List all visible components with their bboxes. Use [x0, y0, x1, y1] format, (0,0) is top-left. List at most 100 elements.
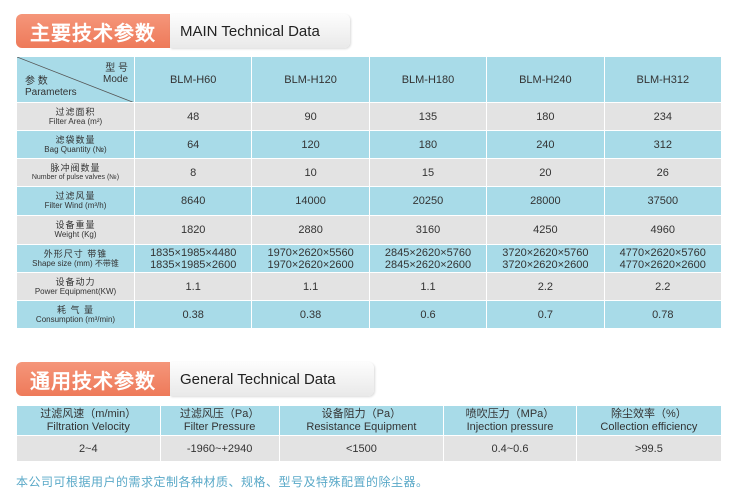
table-row-consumption: 耗 气 量 Consumption (m³/min) 0.38 0.38 0.6… [16, 300, 723, 329]
table-cell: 10 [251, 158, 370, 187]
row-label-en: Filter Wind (m³/h) [44, 201, 107, 210]
table-cell: 0.78 [603, 300, 723, 329]
general-value-cell: >99.5 [575, 435, 723, 462]
general-value-cell: <1500 [278, 435, 445, 462]
table-row-filter-area: 过滤面积 Filter Area (m²) 48 90 135 180 234 [16, 102, 723, 131]
table-cell: 312 [603, 130, 723, 159]
table-cell: 20 [486, 158, 605, 187]
table-row-filter-wind: 过滤风量 Filter Wind (m³/h) 8640 14000 20250… [16, 186, 723, 216]
general-header-row: 过滤风速（m/min） Filtration Velocity 过滤风压（Pa）… [16, 405, 723, 436]
table-cell: 8640 [133, 186, 253, 216]
table-cell: 0.38 [251, 300, 370, 329]
main-section-title-cn: 主要技术参数 [16, 14, 170, 48]
table-row-power: 设备动力 Power Equipment(KW) 1.1 1.1 1.1 2.2… [16, 272, 723, 301]
table-cell: 0.38 [133, 300, 253, 329]
table-cell: 48 [133, 102, 253, 131]
general-header-cell: 过滤风速（m/min） Filtration Velocity [16, 405, 161, 436]
table-cell: 180 [368, 130, 488, 159]
table-row-bag-quantity: 滤袋数量 Bag Quantity (№) 64 120 180 240 312 [16, 130, 723, 159]
table-cell: 3160 [368, 215, 488, 245]
row-label: 设备重量 Weight (Kg) [16, 215, 135, 245]
general-technical-table: 过滤风速（m/min） Filtration Velocity 过滤风压（Pa）… [16, 405, 723, 462]
header-cn: 除尘效率（%） [611, 407, 687, 420]
table-cell: 1835×1985×4480 1835×1985×2600 [133, 244, 253, 273]
table-cell: 90 [251, 102, 370, 131]
table-cell: 4250 [486, 215, 605, 245]
general-value-cell: 2~4 [16, 435, 161, 462]
general-header-cell: 除尘效率（%） Collection efficiency [575, 405, 723, 436]
shape-without-cone: 1835×1985×2600 [150, 258, 237, 271]
table-cell: 37500 [603, 186, 723, 216]
row-label-cn: 过滤风量 [55, 191, 96, 201]
table-cell: 1.1 [368, 272, 488, 301]
model-header-row: 型 号 Mode 参 数 Parameters BLM-H60 BLM-H120… [16, 56, 723, 103]
header-en: Collection efficiency [600, 420, 698, 433]
header-en: Injection pressure [466, 420, 554, 433]
row-label-cn: 设备动力 [55, 276, 96, 287]
header-en: Resistance Equipment [306, 420, 417, 433]
row-label: 过滤面积 Filter Area (m²) [16, 102, 135, 131]
model-cell: BLM-H180 [368, 56, 488, 103]
main-technical-table: 型 号 Mode 参 数 Parameters BLM-H60 BLM-H120… [16, 56, 723, 329]
corner-param-label: 参 数 Parameters [25, 76, 77, 98]
shape-without-cone: 1970×2620×2600 [267, 258, 354, 271]
corner-model-cn: 型 号 [105, 63, 128, 74]
row-label: 设备动力 Power Equipment(KW) [16, 272, 135, 301]
shape-with-cone: 2845×2620×5760 [384, 246, 472, 259]
row-label: 耗 气 量 Consumption (m³/min) [16, 300, 135, 329]
header-cn: 喷吹压力（MPa） [465, 407, 555, 420]
table-cell: 20250 [368, 186, 488, 216]
table-cell: 1970×2620×5560 1970×2620×2600 [251, 244, 370, 273]
shape-without-cone: 3720×2620×2600 [502, 258, 589, 271]
header-en: Filter Pressure [183, 420, 256, 433]
corner-model-label: 型 号 Mode [103, 63, 128, 85]
table-cell: 0.7 [486, 300, 605, 329]
row-label: 滤袋数量 Bag Quantity (№) [16, 130, 135, 159]
row-label-en: Number of pulse valves (№) [31, 173, 120, 181]
general-header-cell: 喷吹压力（MPa） Injection pressure [443, 405, 577, 436]
general-value-cell: -1960~+2940 [159, 435, 280, 462]
table-cell: 3720×2620×5760 3720×2620×2600 [486, 244, 605, 273]
row-label-cn: 脉冲阀数量 [50, 162, 101, 173]
model-cell: BLM-H240 [486, 56, 605, 103]
row-label-en: Filter Area (m²) [48, 116, 103, 126]
table-cell: 234 [603, 102, 723, 131]
table-cell: 2845×2620×5760 2845×2620×2600 [368, 244, 488, 273]
header-cn: 过滤风压（Pa） [179, 407, 260, 420]
main-section-header: 主要技术参数 MAIN Technical Data [16, 14, 350, 48]
customization-note: 本公司可根据用户的需求定制各种材质、规格、型号及特殊配置的除尘器。 [16, 475, 429, 489]
row-label-cn: 过滤面积 [55, 106, 96, 117]
row-label: 脉冲阀数量 Number of pulse valves (№) [16, 158, 135, 187]
row-label-en: Bag Quantity (№) [44, 144, 107, 154]
general-section-title-en: General Technical Data [170, 362, 374, 396]
corner-param-cn: 参 数 [25, 76, 48, 87]
general-value-cell: 0.4~0.6 [443, 435, 577, 462]
row-label-cn: 外形尺寸 带锥 [43, 248, 108, 259]
shape-with-cone: 3720×2620×5760 [502, 246, 589, 259]
table-row-shape-size: 外形尺寸 带锥 Shape size (mm) 不带锥 1835×1985×44… [16, 244, 723, 273]
model-cell: BLM-H120 [251, 56, 370, 103]
table-cell: 4960 [603, 215, 723, 245]
model-cell: BLM-H60 [133, 56, 253, 103]
row-label: 过滤风量 Filter Wind (m³/h) [16, 186, 135, 216]
row-label: 外形尺寸 带锥 Shape size (mm) 不带锥 [16, 244, 135, 273]
row-label-en: Weight (Kg) [54, 230, 97, 239]
corner-diagonal [17, 57, 133, 102]
shape-with-cone: 1970×2620×5560 [267, 246, 354, 259]
table-cell: 64 [133, 130, 253, 159]
corner-header-cell: 型 号 Mode 参 数 Parameters [16, 56, 135, 103]
corner-param-en: Parameters [25, 87, 77, 98]
table-cell: 14000 [251, 186, 370, 216]
row-label-en: Shape size (mm) 不带锥 [32, 258, 119, 268]
row-label-en: Power Equipment(KW) [34, 286, 117, 296]
table-cell: 120 [251, 130, 370, 159]
general-section-title-cn: 通用技术参数 [16, 362, 170, 396]
row-label-cn: 设备重量 [55, 220, 96, 230]
corner-model-en: Mode [102, 74, 128, 85]
table-cell: 2880 [251, 215, 370, 245]
table-row-weight: 设备重量 Weight (Kg) 1820 2880 3160 4250 496… [16, 215, 723, 245]
header-en: Filtration Velocity [46, 420, 130, 433]
general-header-cell: 设备阻力（Pa） Resistance Equipment [278, 405, 445, 436]
shape-with-cone: 1835×1985×4480 [150, 246, 237, 259]
shape-with-cone: 4770×2620×5760 [619, 246, 706, 259]
